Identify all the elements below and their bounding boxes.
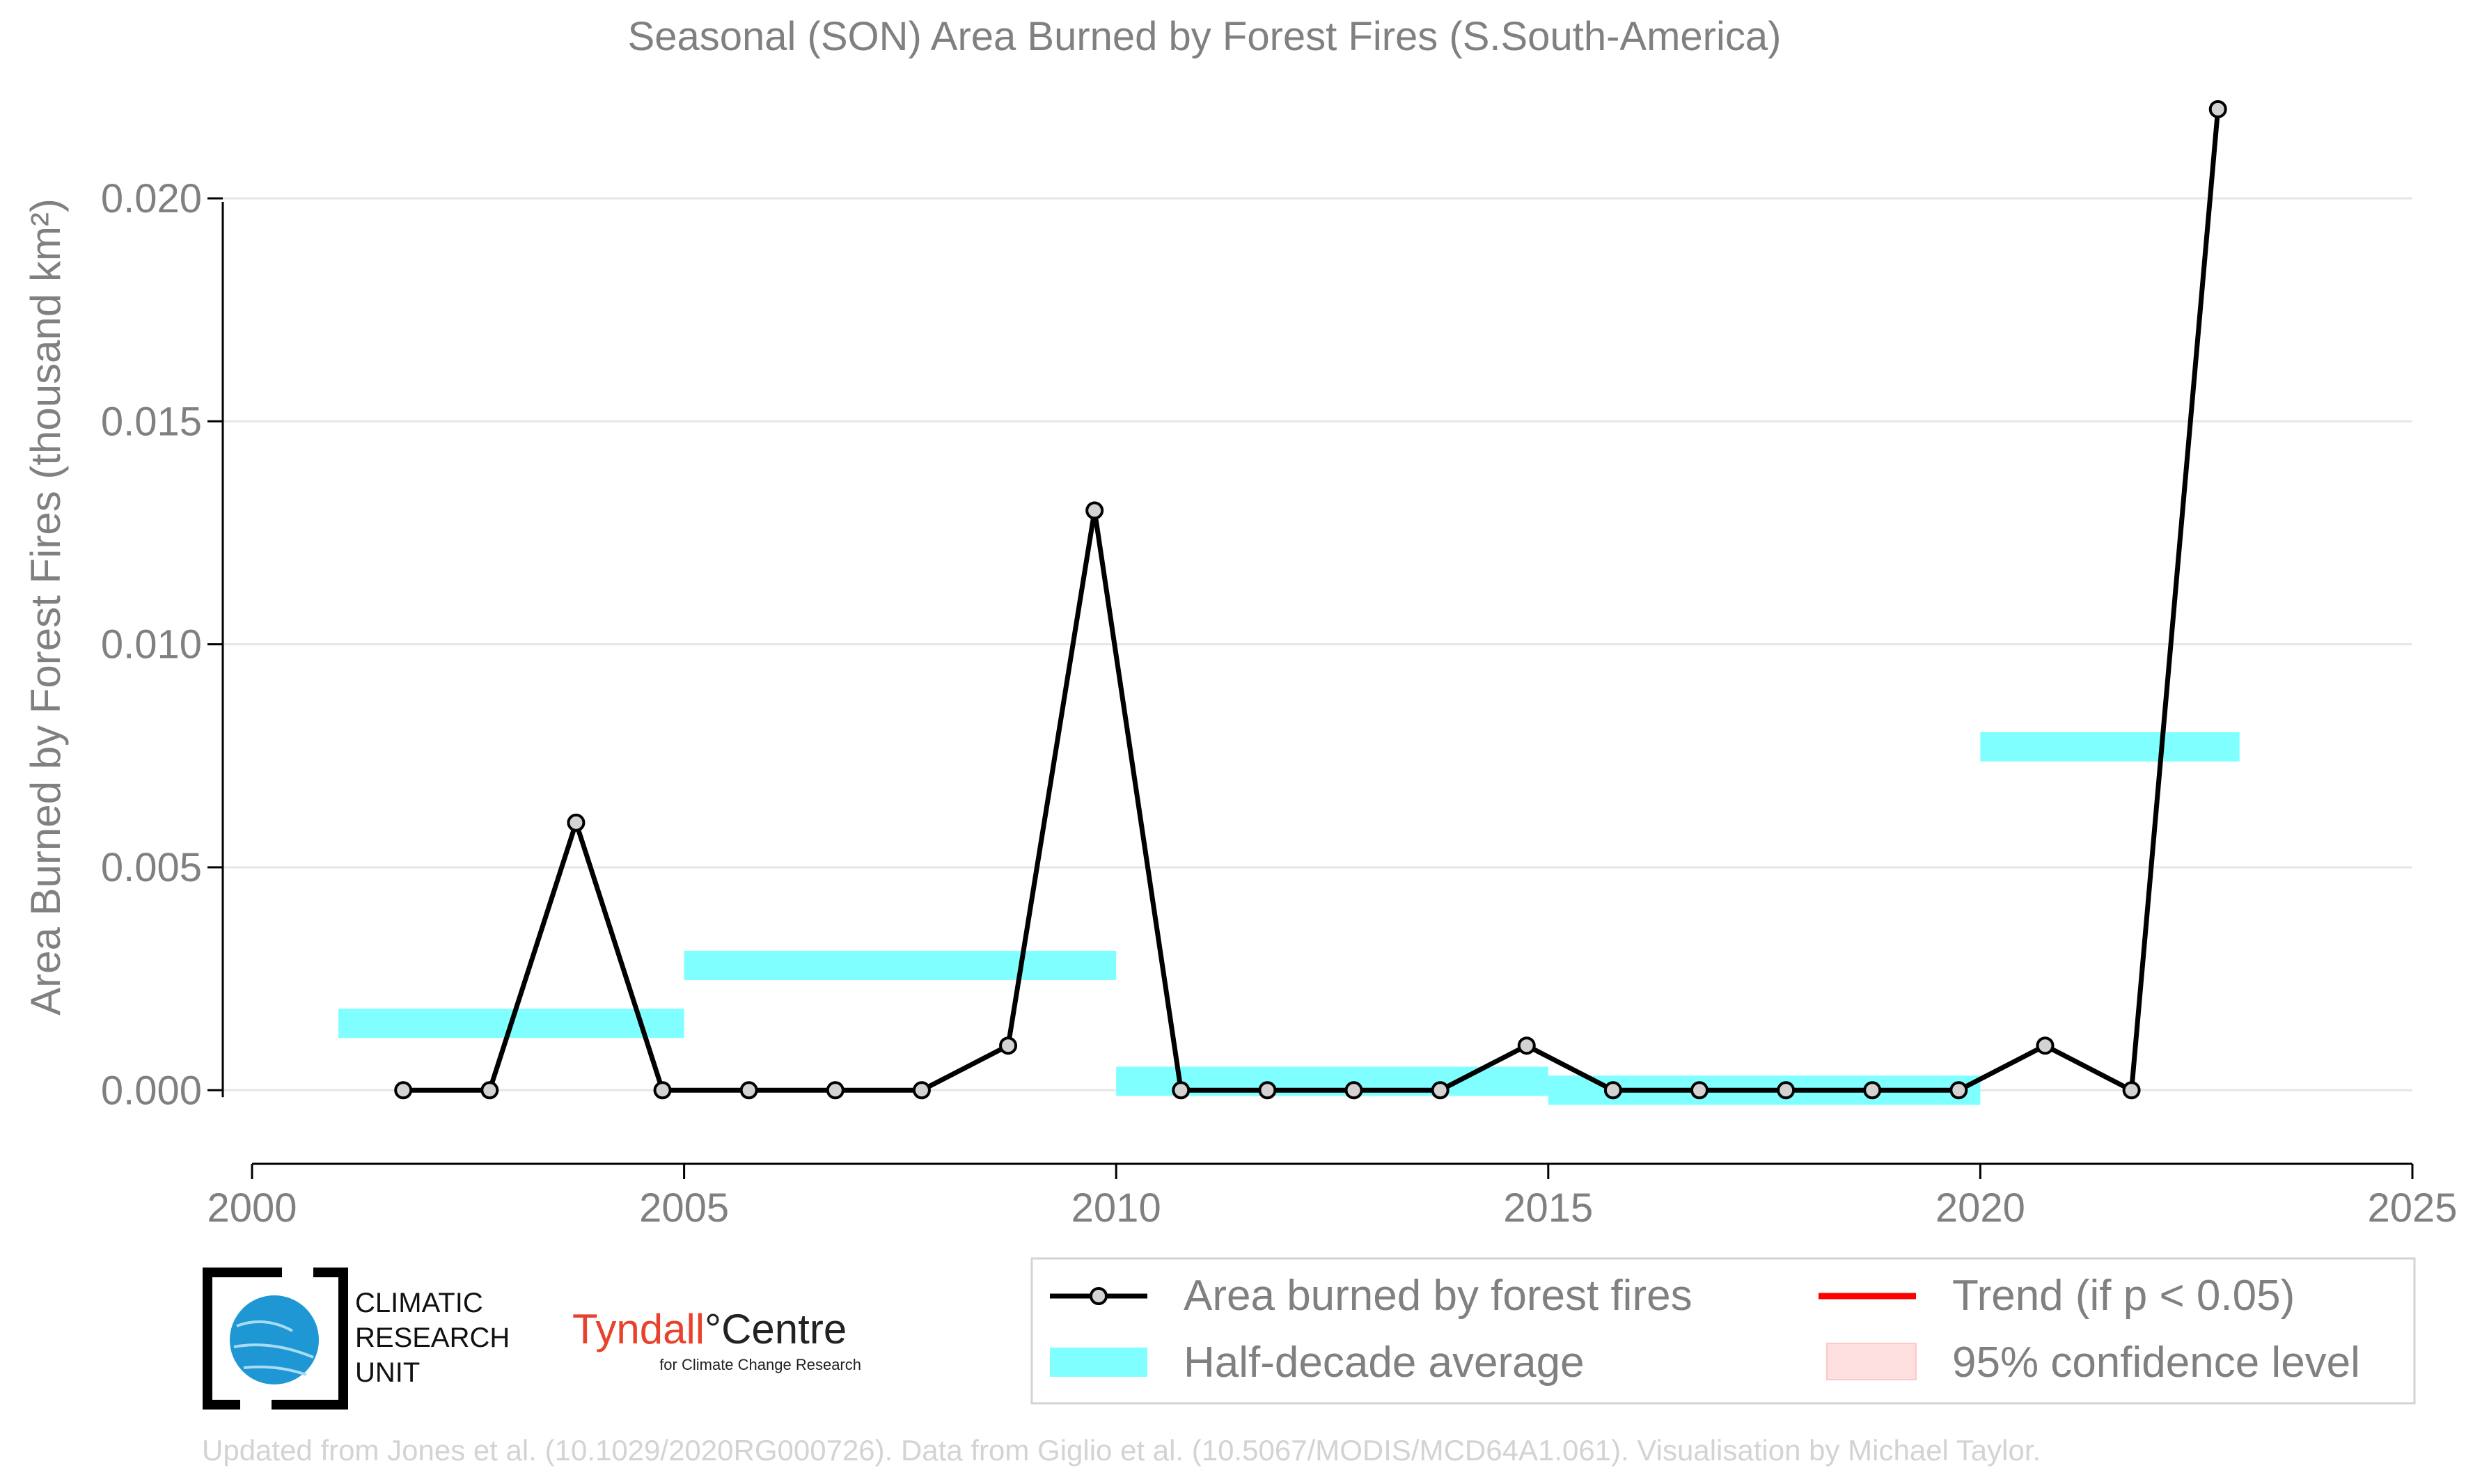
legend-marker-swatch bbox=[1090, 1287, 1108, 1305]
x-tick-label-2: 2010 bbox=[1071, 1185, 1161, 1231]
x-tick-label-4: 2020 bbox=[1935, 1185, 2025, 1231]
legend-item-half-decade: Half-decade average bbox=[1050, 1339, 1585, 1387]
cru-logo: CLIMATIC RESEARCH UNIT bbox=[203, 1268, 510, 1410]
data-point-14 bbox=[1603, 1081, 1622, 1100]
legend-item-series: Area burned by forest fires bbox=[1050, 1272, 1692, 1320]
axes bbox=[207, 197, 2414, 1179]
y-tick-label-0: 0.000 bbox=[101, 1068, 202, 1113]
data-point-21 bbox=[2208, 100, 2227, 118]
data-point-1 bbox=[480, 1081, 499, 1100]
legend-label-confidence: 95% confidence level bbox=[1952, 1339, 2360, 1387]
y-tick-label-2: 0.010 bbox=[101, 622, 202, 668]
cru-logo-frame bbox=[203, 1268, 348, 1410]
data-point-10 bbox=[1258, 1081, 1277, 1100]
data-point-13 bbox=[1517, 1036, 1536, 1055]
series-layer bbox=[394, 100, 2227, 1100]
data-point-5 bbox=[826, 1081, 845, 1100]
y-tick-label-1: 0.005 bbox=[101, 845, 202, 890]
grid bbox=[223, 197, 2412, 1091]
legend-band-swatch bbox=[1050, 1348, 1147, 1377]
legend-label-series: Area burned by forest fires bbox=[1184, 1272, 1692, 1320]
data-point-18 bbox=[1949, 1081, 1968, 1100]
chart-title: Seasonal (SON) Area Burned by Forest Fir… bbox=[628, 14, 1782, 59]
credit-line: Updated from Jones et al. (10.1029/2020R… bbox=[202, 1434, 2041, 1467]
tyndall-logo-subtitle: for Climate Change Research bbox=[659, 1356, 861, 1373]
half-decade-bands bbox=[338, 732, 2240, 1105]
x-tick-label-1: 2005 bbox=[639, 1185, 729, 1231]
cru-logo-line-3: UNIT bbox=[355, 1357, 420, 1388]
data-point-7 bbox=[999, 1036, 1018, 1055]
data-point-0 bbox=[394, 1081, 413, 1100]
tyndall-logo-title: Tyndall°Centre bbox=[572, 1306, 847, 1352]
data-point-19 bbox=[2036, 1036, 2055, 1055]
data-point-16 bbox=[1777, 1081, 1796, 1100]
cru-logo-line-1: CLIMATIC bbox=[355, 1288, 483, 1318]
data-point-3 bbox=[653, 1081, 672, 1100]
legend-item-trend: Trend (if p < 0.05) bbox=[1819, 1272, 2295, 1320]
y-tick-label-3: 0.015 bbox=[101, 399, 202, 444]
data-point-20 bbox=[2122, 1081, 2141, 1100]
half-decade-bar-1 bbox=[684, 950, 1117, 980]
data-point-4 bbox=[739, 1081, 758, 1100]
series-line-0 bbox=[403, 109, 2221, 1093]
y-axis-label: Area Burned by Forest Fires (thousand km… bbox=[22, 198, 69, 1016]
x-tick-label-3: 2015 bbox=[1503, 1185, 1593, 1231]
legend: Area burned by forest fires Trend (if p … bbox=[1030, 1257, 2416, 1405]
tyndall-logo: Tyndall°Centre for Climate Change Resear… bbox=[572, 1306, 861, 1373]
legend-item-confidence: 95% confidence level bbox=[1826, 1339, 2360, 1387]
data-point-17 bbox=[1863, 1081, 1882, 1100]
cru-logo-line-2: RESEARCH bbox=[355, 1323, 510, 1353]
globe-swirl-icon bbox=[233, 1320, 314, 1376]
data-point-12 bbox=[1431, 1081, 1450, 1100]
half-decade-bar-4 bbox=[1980, 732, 2240, 761]
data-point-9 bbox=[1172, 1081, 1191, 1100]
data-point-15 bbox=[1690, 1081, 1709, 1100]
legend-label-half-decade: Half-decade average bbox=[1184, 1339, 1585, 1387]
x-tick-label-0: 2000 bbox=[207, 1185, 297, 1231]
legend-confidence-swatch bbox=[1826, 1343, 1917, 1380]
y-tick-label-4: 0.020 bbox=[101, 176, 202, 221]
data-point-8 bbox=[1085, 501, 1104, 520]
x-tick-label-5: 2025 bbox=[2367, 1185, 2457, 1231]
tick-labels: 0.000 0.005 0.010 0.015 0.020 2000 2005 2010 201… bbox=[101, 176, 2458, 1231]
data-point-11 bbox=[1344, 1081, 1363, 1100]
globe-icon bbox=[230, 1295, 319, 1384]
legend-label-trend: Trend (if p < 0.05) bbox=[1952, 1272, 2295, 1320]
data-point-2 bbox=[567, 813, 586, 832]
legend-box bbox=[1030, 1257, 2416, 1405]
data-point-6 bbox=[912, 1081, 931, 1100]
